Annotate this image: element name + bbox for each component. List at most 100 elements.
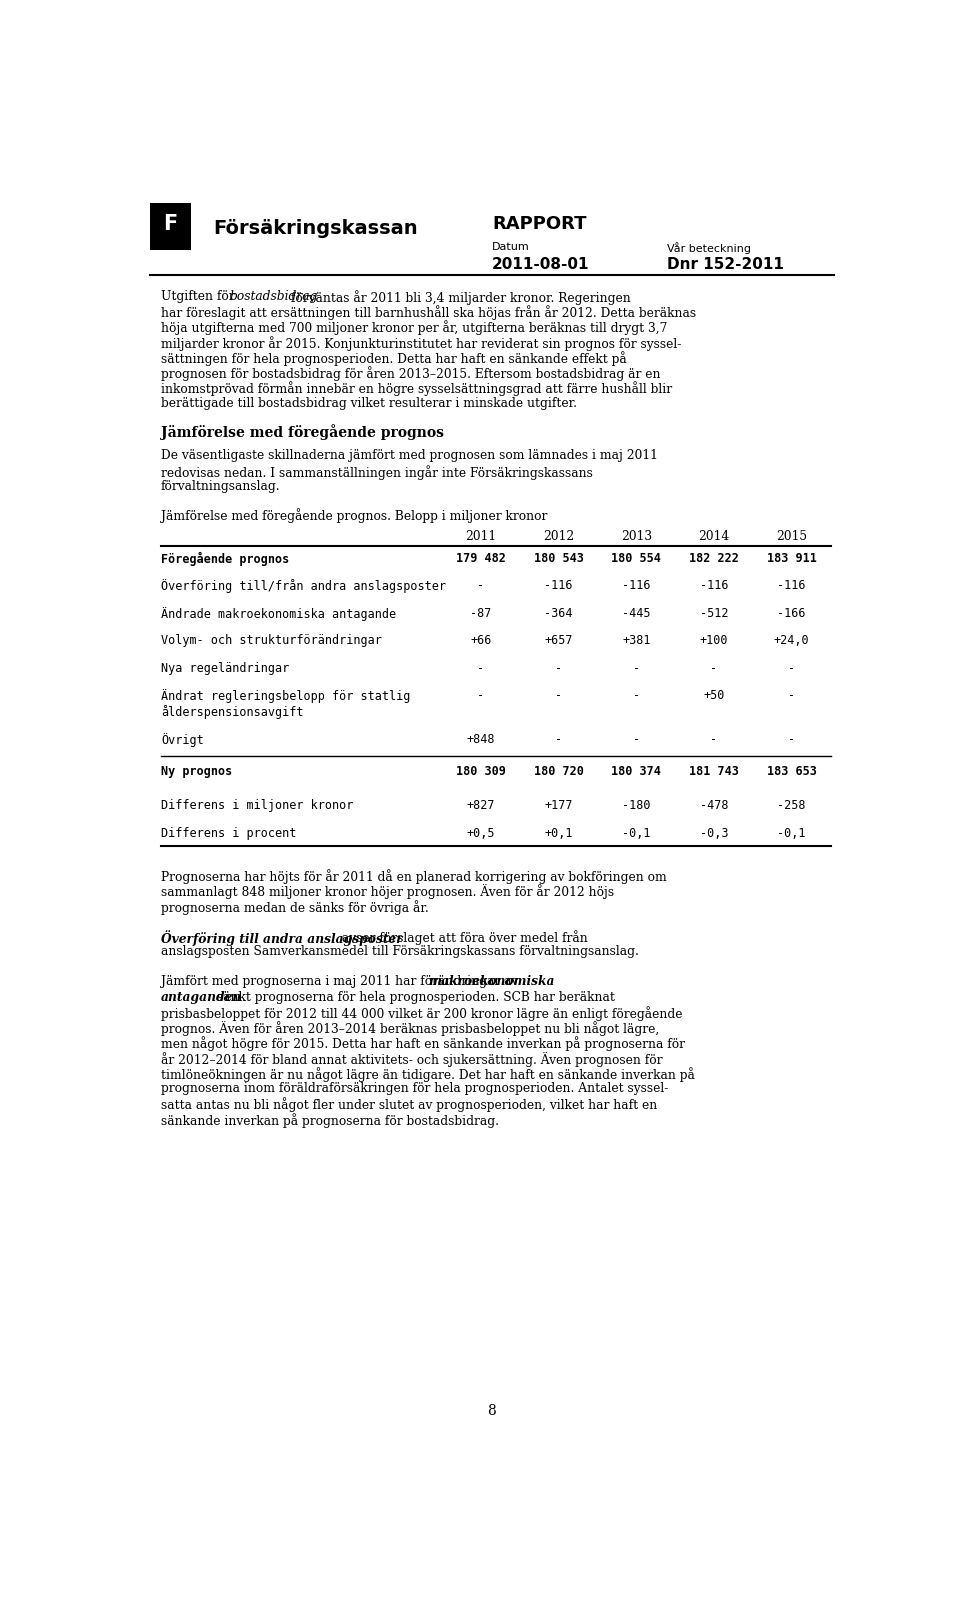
Text: -: - [555, 661, 563, 674]
Text: -478: -478 [700, 799, 729, 812]
Text: -512: -512 [700, 605, 729, 618]
Text: Överföring till andra anslagsposter: Överföring till andra anslagsposter [161, 930, 402, 945]
Text: -0,1: -0,1 [622, 826, 651, 839]
Text: 180 374: 180 374 [612, 764, 661, 777]
Text: år 2012–2014 för bland annat aktivitets- och sjukersättning. Även prognosen för: år 2012–2014 för bland annat aktivitets-… [161, 1052, 662, 1066]
Text: prognos. Även för åren 2013–2014 beräknas prisbasbeloppet nu bli något lägre,: prognos. Även för åren 2013–2014 beräkna… [161, 1021, 660, 1035]
Text: Jämfört med prognoserna i maj 2011 har förändringar av: Jämfört med prognoserna i maj 2011 har f… [161, 975, 522, 988]
Text: miljarder kronor år 2015. Konjunkturinstitutet har reviderat sin prognos för sys: miljarder kronor år 2015. Konjunkturinst… [161, 336, 682, 351]
Text: sammanlagt 848 miljoner kronor höjer prognosen. Även för år 2012 höjs: sammanlagt 848 miljoner kronor höjer pro… [161, 885, 614, 899]
Text: -: - [710, 732, 717, 745]
Text: -: - [633, 688, 640, 701]
Bar [150, 203, 191, 252]
Text: antaganden: antaganden [161, 990, 242, 1003]
Text: -: - [788, 661, 795, 674]
Text: Ändrade makroekonomiska antagande: Ändrade makroekonomiska antagande [161, 605, 396, 620]
Text: 180 543: 180 543 [534, 552, 584, 565]
Text: +0,1: +0,1 [544, 826, 573, 839]
Text: makroekonomiska: makroekonomiska [429, 975, 555, 988]
Text: 2014: 2014 [698, 531, 730, 544]
Text: förvaltningsanslag.: förvaltningsanslag. [161, 480, 280, 493]
Text: +848: +848 [467, 732, 495, 745]
Text: -: - [710, 661, 717, 674]
Text: sänkande inverkan på prognoserna för bostadsbidrag.: sänkande inverkan på prognoserna för bos… [161, 1112, 499, 1126]
Text: Ny prognos: Ny prognos [161, 764, 232, 777]
Text: sättningen för hela prognosperioden. Detta har haft en sänkande effekt på: sättningen för hela prognosperioden. Det… [161, 351, 627, 365]
Text: Differens i procent: Differens i procent [161, 826, 297, 839]
Text: redovisas nedan. I sammanställningen ingår inte Försäkringskassans: redovisas nedan. I sammanställningen ing… [161, 464, 592, 479]
Text: +66: +66 [470, 633, 492, 646]
Text: De väsentligaste skillnaderna jämfört med prognosen som lämnades i maj 2011: De väsentligaste skillnaderna jämfört me… [161, 450, 658, 463]
Text: +827: +827 [467, 799, 495, 812]
Text: 2015: 2015 [776, 531, 807, 544]
Text: 183 911: 183 911 [767, 552, 817, 565]
Text: 2013: 2013 [621, 531, 652, 544]
Text: -: - [555, 688, 563, 701]
Text: 181 743: 181 743 [689, 764, 739, 777]
Text: bostadsbidrag: bostadsbidrag [229, 291, 318, 304]
Text: 180 309: 180 309 [456, 764, 506, 777]
Text: -445: -445 [622, 605, 651, 618]
Text: inkomstprövad förmån innebär en högre sysselsättningsgrad att färre hushåll blir: inkomstprövad förmån innebär en högre sy… [161, 381, 672, 396]
Text: +100: +100 [700, 633, 729, 646]
Text: -: - [555, 732, 563, 745]
Text: Dnr 152-2011: Dnr 152-2011 [667, 256, 783, 273]
Text: 182 222: 182 222 [689, 552, 739, 565]
Text: -: - [633, 732, 640, 745]
Text: -180: -180 [622, 799, 651, 812]
Text: -364: -364 [544, 605, 573, 618]
Text: -: - [477, 579, 485, 592]
Text: -: - [788, 688, 795, 701]
Text: anslagsposten Samverkansmedel till Försäkringskassans förvaltningsanslag.: anslagsposten Samverkansmedel till Försä… [161, 945, 638, 958]
Text: 180 720: 180 720 [534, 764, 584, 777]
Text: Jämförelse med föregående prognos: Jämförelse med föregående prognos [161, 424, 444, 440]
Text: 180 554: 180 554 [612, 552, 661, 565]
Text: F: F [163, 214, 178, 234]
Text: har föreslagit att ersättningen till barnhushåll ska höjas från år 2012. Detta b: har föreslagit att ersättningen till bar… [161, 305, 696, 320]
Text: -116: -116 [622, 579, 651, 592]
Text: Datum: Datum [492, 242, 530, 252]
Text: 2011: 2011 [466, 531, 496, 544]
Text: Jämförelse med föregående prognos. Belopp i miljoner kronor: Jämförelse med föregående prognos. Belop… [161, 508, 547, 523]
Text: -87: -87 [470, 605, 492, 618]
Text: Försäkringskassan: Försäkringskassan [213, 219, 418, 239]
Text: +0,5: +0,5 [467, 826, 495, 839]
Text: 183 653: 183 653 [767, 764, 817, 777]
Text: -0,3: -0,3 [700, 826, 729, 839]
Text: Vår beteckning: Vår beteckning [667, 242, 751, 255]
Text: Överföring till/från andra anslagsposter: Överföring till/från andra anslagsposter [161, 579, 445, 592]
Text: Utgiften för: Utgiften för [161, 291, 238, 304]
Text: +381: +381 [622, 633, 651, 646]
Text: Föregående prognos: Föregående prognos [161, 552, 289, 565]
Text: ålderspensionsavgift: ålderspensionsavgift [161, 704, 303, 719]
Text: prognosen för bostadsbidrag för åren 2013–2015. Eftersom bostadsbidrag är en: prognosen för bostadsbidrag för åren 201… [161, 365, 660, 381]
Text: -: - [477, 661, 485, 674]
Text: 8: 8 [488, 1402, 496, 1417]
Text: Ändrat regleringsbelopp för statlig: Ändrat regleringsbelopp för statlig [161, 688, 410, 703]
Text: berättigade till bostadsbidrag vilket resulterar i minskade utgifter.: berättigade till bostadsbidrag vilket re… [161, 396, 577, 409]
Text: prisbasbeloppet för 2012 till 44 000 vilket är 200 kronor lägre än enligt föregå: prisbasbeloppet för 2012 till 44 000 vil… [161, 1005, 683, 1021]
Text: Övrigt: Övrigt [161, 732, 204, 747]
Text: RAPPORT: RAPPORT [492, 214, 587, 232]
Text: +24,0: +24,0 [774, 633, 809, 646]
Text: -116: -116 [544, 579, 573, 592]
Text: prognoserna inom föräldraförsäkringen för hela prognosperioden. Antalet syssel-: prognoserna inom föräldraförsäkringen fö… [161, 1081, 668, 1094]
Text: sänkt prognoserna för hela prognosperioden. SCB har beräknat: sänkt prognoserna för hela prognosperiod… [213, 990, 614, 1003]
Text: 2011-08-01: 2011-08-01 [492, 256, 589, 273]
Text: prognoserna medan de sänks för övriga år.: prognoserna medan de sänks för övriga år… [161, 899, 429, 914]
Text: +50: +50 [704, 688, 725, 701]
Text: Volym- och strukturförändringar: Volym- och strukturförändringar [161, 633, 382, 646]
Text: -: - [633, 661, 640, 674]
Text: +177: +177 [544, 799, 573, 812]
Text: Prognoserna har höjts för år 2011 då en planerad korrigering av bokföringen om: Prognoserna har höjts för år 2011 då en … [161, 868, 666, 883]
Text: Nya regeländringar: Nya regeländringar [161, 661, 289, 674]
Text: 2012: 2012 [543, 531, 574, 544]
Text: -116: -116 [778, 579, 806, 592]
Text: -0,1: -0,1 [778, 826, 806, 839]
Text: +657: +657 [544, 633, 573, 646]
Text: -258: -258 [778, 799, 806, 812]
Text: Differens i miljoner kronor: Differens i miljoner kronor [161, 799, 353, 812]
Text: satta antas nu bli något fler under slutet av prognosperioden, vilket har haft e: satta antas nu bli något fler under slut… [161, 1097, 658, 1112]
Text: -166: -166 [778, 605, 806, 618]
Text: avser förslaget att föra över medel från: avser förslaget att föra över medel från [338, 930, 588, 945]
